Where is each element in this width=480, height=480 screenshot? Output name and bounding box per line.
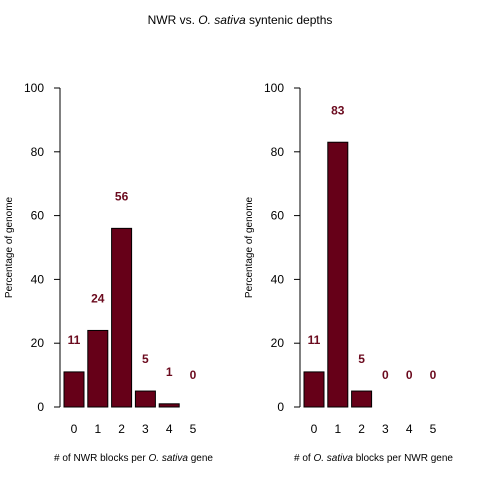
y-tick-label: 0 — [277, 400, 284, 414]
y-tick-label: 40 — [31, 272, 45, 286]
y-tick-label: 80 — [31, 145, 45, 159]
x-tick-label: 0 — [311, 422, 318, 436]
y-tick-label: 80 — [271, 145, 285, 159]
y-tick-label: 60 — [31, 209, 45, 223]
x-axis-title-italic: O. sativa — [148, 453, 188, 464]
y-tick-label: 60 — [271, 209, 285, 223]
x-tick-label: 2 — [118, 422, 125, 436]
figure-title-italic: O. sativa — [198, 13, 246, 27]
x-tick-label: 3 — [382, 422, 389, 436]
figure-title: NWR vs. O. sativa syntenic depths — [148, 13, 333, 27]
x-tick-label: 0 — [71, 422, 78, 436]
data-label: 0 — [430, 368, 437, 382]
data-label: 56 — [115, 189, 129, 203]
data-label: 24 — [91, 292, 105, 306]
y-axis-title: Percentage of genome — [244, 196, 255, 298]
y-tick-label: 100 — [24, 81, 44, 95]
bar-3 — [134, 390, 156, 408]
y-tick-label: 40 — [271, 272, 285, 286]
y-tick-label: 20 — [31, 336, 45, 350]
x-axis-title: # of O. sativa blocks per NWR gene — [294, 453, 453, 464]
data-label: 11 — [308, 333, 321, 347]
x-axis-title: # of NWR blocks per O. sativa gene — [54, 453, 213, 464]
data-label: 0 — [406, 368, 413, 382]
x-axis-title-suffix: gene — [188, 453, 213, 464]
bar-4 — [158, 403, 180, 408]
x-tick-label: 1 — [334, 422, 341, 436]
x-tick-label: 1 — [94, 422, 101, 436]
figure-title-suffix: syntenic depths — [246, 13, 333, 27]
data-label: 0 — [382, 368, 389, 382]
bar-2 — [351, 390, 373, 408]
x-axis-title-suffix: blocks per NWR gene — [353, 453, 453, 464]
x-tick-label: 2 — [358, 422, 365, 436]
x-axis-title-prefix: # of — [294, 453, 313, 464]
y-tick-label: 20 — [271, 336, 285, 350]
bar-1 — [327, 141, 349, 408]
x-axis-title-italic: O. sativa — [313, 453, 353, 464]
bar-0 — [63, 371, 85, 408]
y-tick-label: 0 — [37, 400, 44, 414]
x-tick-label: 4 — [166, 422, 173, 436]
x-tick-label: 4 — [406, 422, 413, 436]
y-axis-title: Percentage of genome — [4, 196, 15, 298]
x-tick-label: 3 — [142, 422, 149, 436]
data-label: 5 — [142, 352, 149, 366]
bar-1 — [87, 329, 109, 408]
bar-0 — [303, 371, 325, 408]
data-label: 11 — [68, 333, 81, 347]
data-label: 0 — [190, 368, 197, 382]
x-tick-label: 5 — [190, 422, 197, 436]
x-axis-title-prefix: # of NWR blocks per — [54, 453, 148, 464]
data-label: 5 — [358, 352, 365, 366]
figure-title-prefix: NWR vs. — [148, 13, 199, 27]
x-tick-label: 5 — [430, 422, 437, 436]
data-label: 1 — [166, 365, 173, 379]
bar-2 — [111, 227, 133, 408]
data-label: 83 — [331, 103, 345, 117]
y-tick-label: 100 — [264, 81, 284, 95]
